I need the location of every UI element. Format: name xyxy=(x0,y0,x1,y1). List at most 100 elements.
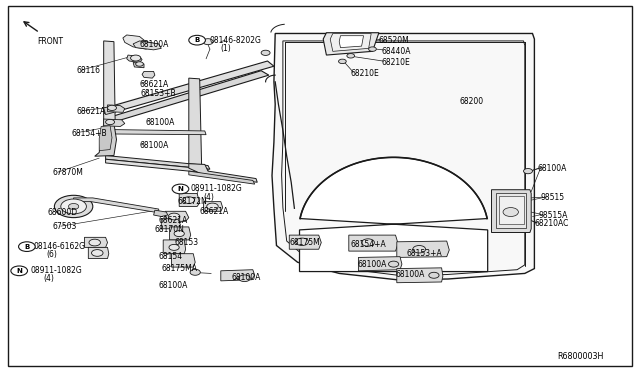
Polygon shape xyxy=(496,193,526,228)
Text: 67503: 67503 xyxy=(52,222,77,231)
Polygon shape xyxy=(179,193,200,206)
Text: 08146-8202G: 08146-8202G xyxy=(210,36,262,45)
Polygon shape xyxy=(154,210,168,217)
Polygon shape xyxy=(272,33,534,280)
Circle shape xyxy=(61,199,86,214)
Polygon shape xyxy=(106,155,210,169)
Polygon shape xyxy=(282,41,525,275)
Polygon shape xyxy=(108,105,125,112)
Circle shape xyxy=(429,272,439,278)
Circle shape xyxy=(261,50,270,55)
Polygon shape xyxy=(104,119,125,126)
Circle shape xyxy=(503,208,518,217)
Text: 68200: 68200 xyxy=(460,97,484,106)
Polygon shape xyxy=(161,219,180,229)
Text: N: N xyxy=(16,268,22,274)
Polygon shape xyxy=(221,270,255,281)
Polygon shape xyxy=(104,129,206,135)
Text: 68621A: 68621A xyxy=(77,107,106,116)
Text: 68210E: 68210E xyxy=(381,58,410,67)
Polygon shape xyxy=(99,126,112,151)
Polygon shape xyxy=(133,62,144,68)
Polygon shape xyxy=(172,254,195,267)
Circle shape xyxy=(189,35,205,45)
Polygon shape xyxy=(330,33,371,51)
Text: 68154+B: 68154+B xyxy=(72,129,108,138)
Circle shape xyxy=(413,246,426,253)
Text: 68621A: 68621A xyxy=(200,207,229,216)
Circle shape xyxy=(174,231,184,237)
Circle shape xyxy=(296,238,308,246)
Polygon shape xyxy=(499,196,524,224)
Circle shape xyxy=(347,54,355,58)
Polygon shape xyxy=(104,61,274,115)
Circle shape xyxy=(172,184,189,194)
Text: 68100A: 68100A xyxy=(159,281,188,290)
Circle shape xyxy=(92,250,103,256)
Text: 08911-1082G: 08911-1082G xyxy=(191,185,243,193)
Polygon shape xyxy=(492,190,531,232)
Polygon shape xyxy=(74,198,159,213)
Text: (6): (6) xyxy=(46,250,57,259)
Polygon shape xyxy=(142,71,155,78)
Text: 68172N: 68172N xyxy=(178,197,207,206)
Text: 68100A: 68100A xyxy=(538,164,567,173)
Polygon shape xyxy=(189,164,257,182)
Polygon shape xyxy=(104,41,115,124)
Text: 68170N: 68170N xyxy=(155,225,185,234)
Text: 68100A: 68100A xyxy=(146,118,175,126)
Circle shape xyxy=(203,39,213,45)
Polygon shape xyxy=(104,106,114,115)
Text: 68154+A: 68154+A xyxy=(351,240,387,249)
Text: 68154: 68154 xyxy=(159,252,183,261)
Polygon shape xyxy=(88,247,109,259)
Polygon shape xyxy=(397,241,449,257)
Polygon shape xyxy=(397,268,443,283)
Circle shape xyxy=(136,62,143,66)
Text: 68100A: 68100A xyxy=(357,260,387,269)
Polygon shape xyxy=(204,202,223,211)
Text: 68621A: 68621A xyxy=(140,80,169,89)
Text: (4): (4) xyxy=(44,275,54,283)
Circle shape xyxy=(183,197,195,203)
Polygon shape xyxy=(289,235,321,249)
Polygon shape xyxy=(123,35,159,49)
Polygon shape xyxy=(170,227,191,240)
Circle shape xyxy=(362,239,374,246)
Polygon shape xyxy=(106,159,208,173)
Polygon shape xyxy=(163,240,186,254)
Text: 98515: 98515 xyxy=(541,193,565,202)
Circle shape xyxy=(68,203,79,209)
Text: 68210E: 68210E xyxy=(351,69,380,78)
Text: 68600D: 68600D xyxy=(48,208,78,217)
Text: 68175MA: 68175MA xyxy=(161,264,197,273)
Circle shape xyxy=(54,195,93,218)
Text: 68210AC: 68210AC xyxy=(534,219,569,228)
Text: 68175M: 68175M xyxy=(289,238,320,247)
Polygon shape xyxy=(300,157,488,272)
Text: 67870M: 67870M xyxy=(52,169,83,177)
Polygon shape xyxy=(189,171,255,184)
Polygon shape xyxy=(133,41,161,50)
Text: 68440A: 68440A xyxy=(381,47,411,56)
Text: 68116: 68116 xyxy=(77,66,101,75)
Polygon shape xyxy=(95,124,116,156)
Text: (1): (1) xyxy=(221,44,232,53)
Text: 68520M: 68520M xyxy=(379,36,410,45)
Text: FRONT: FRONT xyxy=(37,37,63,46)
Circle shape xyxy=(207,203,218,210)
Text: 68621A: 68621A xyxy=(159,216,188,225)
Polygon shape xyxy=(339,36,364,48)
Circle shape xyxy=(19,242,35,251)
Polygon shape xyxy=(104,61,269,112)
Text: 68100A: 68100A xyxy=(140,40,169,49)
Text: B: B xyxy=(24,244,29,250)
Circle shape xyxy=(169,244,179,250)
Text: 68100A: 68100A xyxy=(396,270,425,279)
Text: 68153+A: 68153+A xyxy=(406,249,442,258)
Circle shape xyxy=(190,269,200,275)
Circle shape xyxy=(339,59,346,64)
Circle shape xyxy=(11,266,28,276)
Circle shape xyxy=(239,275,250,282)
Circle shape xyxy=(524,169,532,174)
